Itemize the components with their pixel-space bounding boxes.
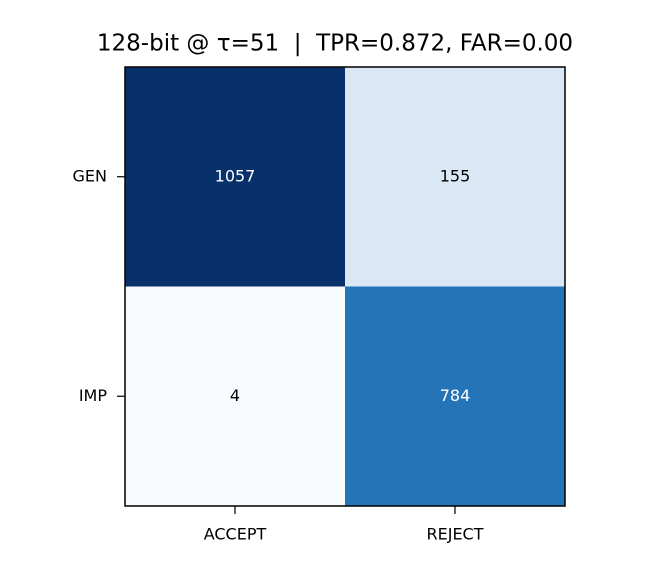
heatmap-cell — [125, 67, 345, 287]
cell-label: 155 — [440, 166, 471, 185]
cell-label: 784 — [440, 386, 471, 405]
heatmap-cell — [125, 286, 345, 506]
x-tick-label: ACCEPT — [204, 525, 267, 544]
chart-title: 128-bit @ τ=51 | TPR=0.872, FAR=0.00 — [97, 31, 573, 57]
heatmap-cell — [345, 67, 565, 287]
plot-frame — [124, 66, 566, 507]
x-tick-label: REJECT — [427, 525, 484, 544]
heatmap-cell — [345, 286, 565, 506]
y-tick-label: IMP — [79, 386, 108, 405]
y-tick-label: GEN — [73, 166, 107, 185]
cell-label: 1057 — [215, 166, 256, 185]
cell-label: 4 — [230, 386, 240, 405]
